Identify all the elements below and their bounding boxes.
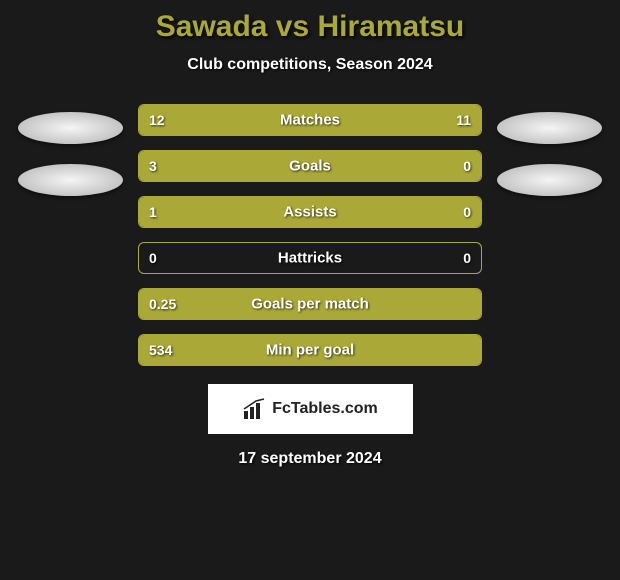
stat-label: Goals xyxy=(289,158,331,175)
stat-bar-goals-per-match: 0.25 Goals per match xyxy=(138,288,482,320)
player-left-badge-1 xyxy=(18,112,123,144)
main-container: Sawada vs Hiramatsu Club competitions, S… xyxy=(0,0,620,478)
page-subtitle: Club competitions, Season 2024 xyxy=(187,56,432,74)
stat-value-left: 534 xyxy=(149,342,172,358)
stats-area: 12 11 Matches 3 0 Goals 1 0 Assists 0 0 Hattricks 0.… xyxy=(0,104,620,366)
stat-label: Min per goal xyxy=(266,342,354,359)
stat-value-left: 0.25 xyxy=(149,296,176,312)
stat-label: Matches xyxy=(280,112,340,129)
stat-value-left: 12 xyxy=(149,112,165,128)
stat-value-left: 3 xyxy=(149,158,157,174)
player-left-badge-2 xyxy=(18,164,123,196)
player-right-badge-2 xyxy=(497,164,602,196)
stat-bar-matches: 12 11 Matches xyxy=(138,104,482,136)
player-right-badge-1 xyxy=(497,112,602,144)
stat-value-right: 0 xyxy=(463,158,471,174)
stat-label: Assists xyxy=(283,204,336,221)
fctables-logo[interactable]: FcTables.com xyxy=(208,384,413,434)
stat-bar-assists: 1 0 Assists xyxy=(138,196,482,228)
stat-value-right: 0 xyxy=(463,204,471,220)
bar-fill-left xyxy=(139,197,402,227)
stat-value-left: 0 xyxy=(149,250,157,266)
right-player-badges xyxy=(497,112,602,196)
stat-bars-column: 12 11 Matches 3 0 Goals 1 0 Assists 0 0 Hattricks 0.… xyxy=(138,104,482,366)
stat-bar-hattricks: 0 0 Hattricks xyxy=(138,242,482,274)
stat-value-right: 11 xyxy=(456,112,471,128)
stat-value-right: 0 xyxy=(463,250,471,266)
stat-label: Hattricks xyxy=(278,250,342,267)
chart-icon xyxy=(242,397,266,421)
left-player-badges xyxy=(18,112,123,196)
stat-bar-goals: 3 0 Goals xyxy=(138,150,482,182)
stat-bar-min-per-goal: 534 Min per goal xyxy=(138,334,482,366)
stat-label: Goals per match xyxy=(251,296,369,313)
logo-text: FcTables.com xyxy=(272,400,378,418)
stat-value-left: 1 xyxy=(149,204,157,220)
page-title: Sawada vs Hiramatsu xyxy=(156,10,464,44)
date-text: 17 september 2024 xyxy=(238,450,381,468)
bar-fill-left xyxy=(139,151,402,181)
